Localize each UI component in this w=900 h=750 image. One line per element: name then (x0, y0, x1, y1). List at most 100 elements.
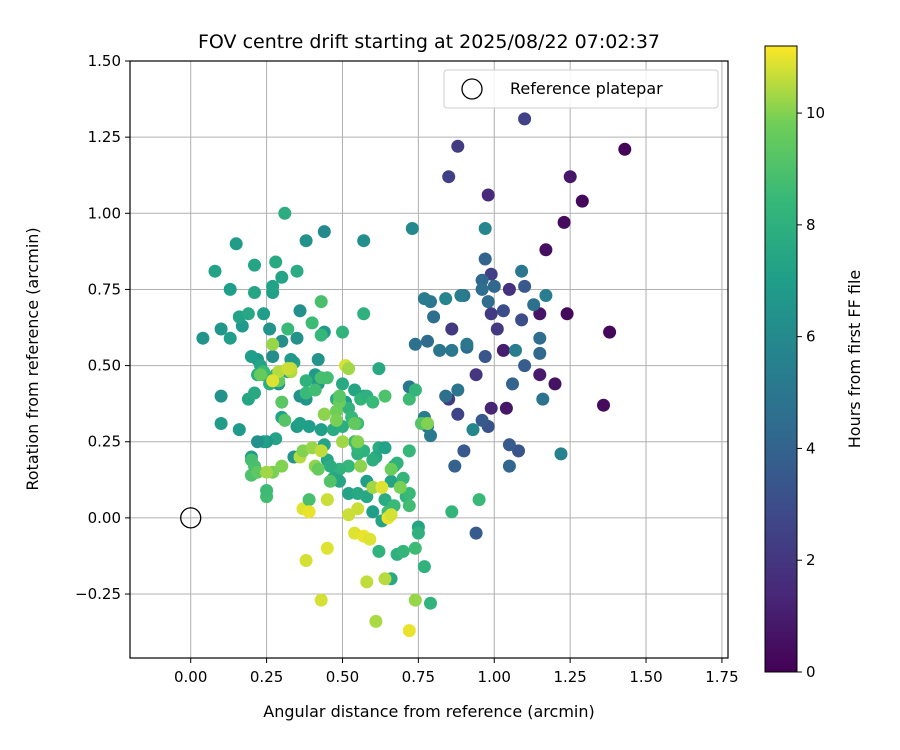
data-point (502, 459, 516, 473)
data-point (402, 624, 416, 638)
data-point (421, 417, 434, 430)
colorbar-gradient (764, 45, 798, 673)
colorbar-tick-label: 6 (806, 328, 816, 346)
data-point (266, 374, 280, 388)
data-point (260, 465, 274, 479)
data-point (384, 508, 398, 522)
data-point (366, 453, 380, 467)
y-tick-label: 1.25 (88, 128, 121, 146)
colorbar-tick-label: 0 (806, 663, 816, 681)
data-point (536, 392, 550, 406)
colorbar: 0 2 4 6 8 10 Hours from first FF file (764, 45, 864, 681)
data-point (281, 362, 295, 376)
data-point (329, 413, 343, 427)
data-point (223, 282, 237, 296)
data-point (333, 389, 346, 403)
data-point (509, 343, 522, 357)
data-point (223, 331, 237, 345)
reference-platepar-point (180, 507, 202, 529)
data-point (281, 322, 295, 336)
data-point (251, 435, 264, 449)
data-point (466, 423, 480, 437)
data-point (405, 222, 419, 235)
plot-frame (129, 60, 729, 659)
data-point (515, 313, 529, 327)
data-point (451, 407, 465, 421)
data-point (518, 279, 532, 293)
data-point (597, 398, 610, 412)
data-point (278, 206, 292, 220)
data-point (251, 465, 264, 479)
data-point (244, 350, 258, 363)
data-point (533, 368, 547, 382)
data-point (417, 292, 431, 306)
data-point (290, 331, 304, 345)
data-point (475, 282, 489, 296)
colorbar-tick-label: 2 (806, 551, 816, 569)
data-point (208, 264, 222, 278)
data-point (357, 307, 371, 321)
data-point (357, 234, 371, 248)
data-point (342, 362, 356, 376)
data-point (396, 544, 410, 558)
data-point (372, 544, 386, 558)
data-point (302, 505, 316, 519)
y-tick-label: 0.00 (88, 509, 121, 527)
data-point (311, 462, 325, 476)
data-point (384, 462, 398, 476)
x-tick-label: 1.75 (705, 668, 738, 686)
data-point (384, 474, 398, 488)
data-point (427, 310, 441, 324)
data-point (336, 325, 349, 339)
data-point (257, 307, 271, 321)
data-point (548, 377, 562, 391)
data-point (460, 337, 474, 351)
legend-reference-marker-icon (461, 78, 483, 100)
data-point (299, 374, 313, 388)
data-point (375, 480, 389, 494)
data-point (266, 279, 280, 293)
y-tick-label: 0.25 (88, 433, 121, 451)
data-point (408, 541, 422, 555)
data-point (478, 222, 492, 235)
data-point (512, 444, 525, 458)
data-point (317, 225, 331, 239)
data-point (481, 188, 495, 202)
data-point (481, 295, 495, 309)
data-point (563, 170, 577, 184)
data-point (451, 383, 465, 397)
data-point (323, 474, 337, 488)
data-point (333, 474, 346, 488)
data-point (487, 279, 501, 293)
data-point (196, 331, 210, 345)
data-point (320, 541, 334, 555)
data-point (408, 383, 422, 397)
data-point (618, 142, 632, 156)
data-point (448, 459, 462, 473)
data-point (499, 401, 513, 415)
legend-box (443, 69, 719, 109)
y-tick-label: 1.50 (88, 52, 121, 70)
data-point (299, 234, 313, 248)
data-point (424, 429, 437, 443)
data-point (275, 270, 289, 284)
data-point (342, 487, 356, 500)
colorbar-tick-label: 10 (806, 104, 825, 122)
x-tick-label: 0.75 (402, 668, 435, 686)
data-point (402, 487, 416, 500)
data-point (229, 237, 243, 251)
colorbar-label: Hours from first FF file (845, 270, 864, 449)
data-point (232, 423, 246, 437)
data-point (378, 441, 392, 455)
data-point (314, 295, 328, 309)
data-point (302, 493, 316, 507)
data-point (293, 304, 307, 318)
data-point (360, 490, 374, 504)
data-point (214, 322, 228, 336)
data-point (299, 554, 313, 567)
data-point (275, 395, 289, 409)
x-tick-label: 1.50 (629, 668, 662, 686)
y-tick-label: 0.50 (88, 357, 121, 375)
y-tick-label: 1.00 (88, 204, 121, 222)
data-point (260, 484, 274, 497)
